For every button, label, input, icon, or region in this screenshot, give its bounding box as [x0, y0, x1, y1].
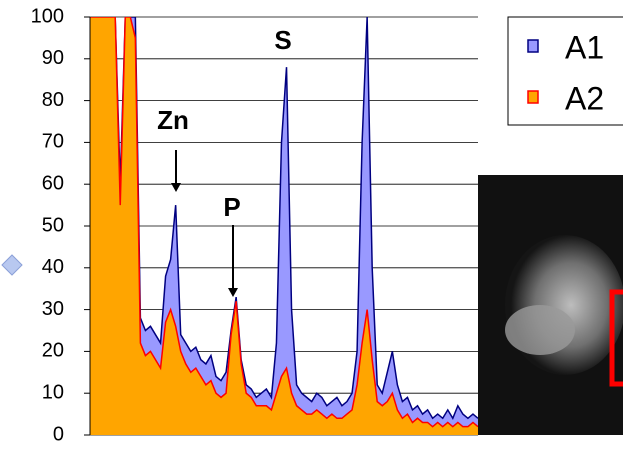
- y-tick-label: 100: [31, 5, 64, 27]
- y-tick-label: 60: [42, 172, 64, 194]
- y-tick-label: 40: [42, 256, 64, 278]
- inset-blob: [505, 235, 623, 375]
- area-line: [90, 17, 479, 428]
- legend: [507, 16, 623, 126]
- y-tick-label: 70: [42, 131, 64, 153]
- y-tick-label: 90: [42, 47, 64, 69]
- annotation-arrow: [171, 183, 181, 192]
- area: [90, 17, 478, 435]
- y-tick-label: 30: [42, 298, 64, 320]
- inset-blob: [505, 305, 575, 355]
- decor-arrow: [1, 254, 23, 276]
- annotation: P: [223, 192, 240, 222]
- y-tick-label: 0: [53, 423, 64, 445]
- area: [90, 17, 478, 435]
- legend-swatch: [527, 39, 539, 53]
- y-tick-label: 10: [42, 381, 64, 403]
- y-tick-label: 50: [42, 214, 64, 236]
- annotation: S: [274, 25, 291, 55]
- annotation: Zn: [157, 105, 189, 135]
- legend-label: A1: [565, 29, 604, 65]
- annotation-arrow: [228, 288, 238, 297]
- y-tick-label: 80: [42, 89, 64, 111]
- area-line: [90, 17, 479, 420]
- inset-selection: [609, 289, 623, 387]
- y-tick-label: 20: [42, 340, 64, 362]
- legend-label: A2: [565, 80, 604, 116]
- legend-swatch: [527, 90, 539, 104]
